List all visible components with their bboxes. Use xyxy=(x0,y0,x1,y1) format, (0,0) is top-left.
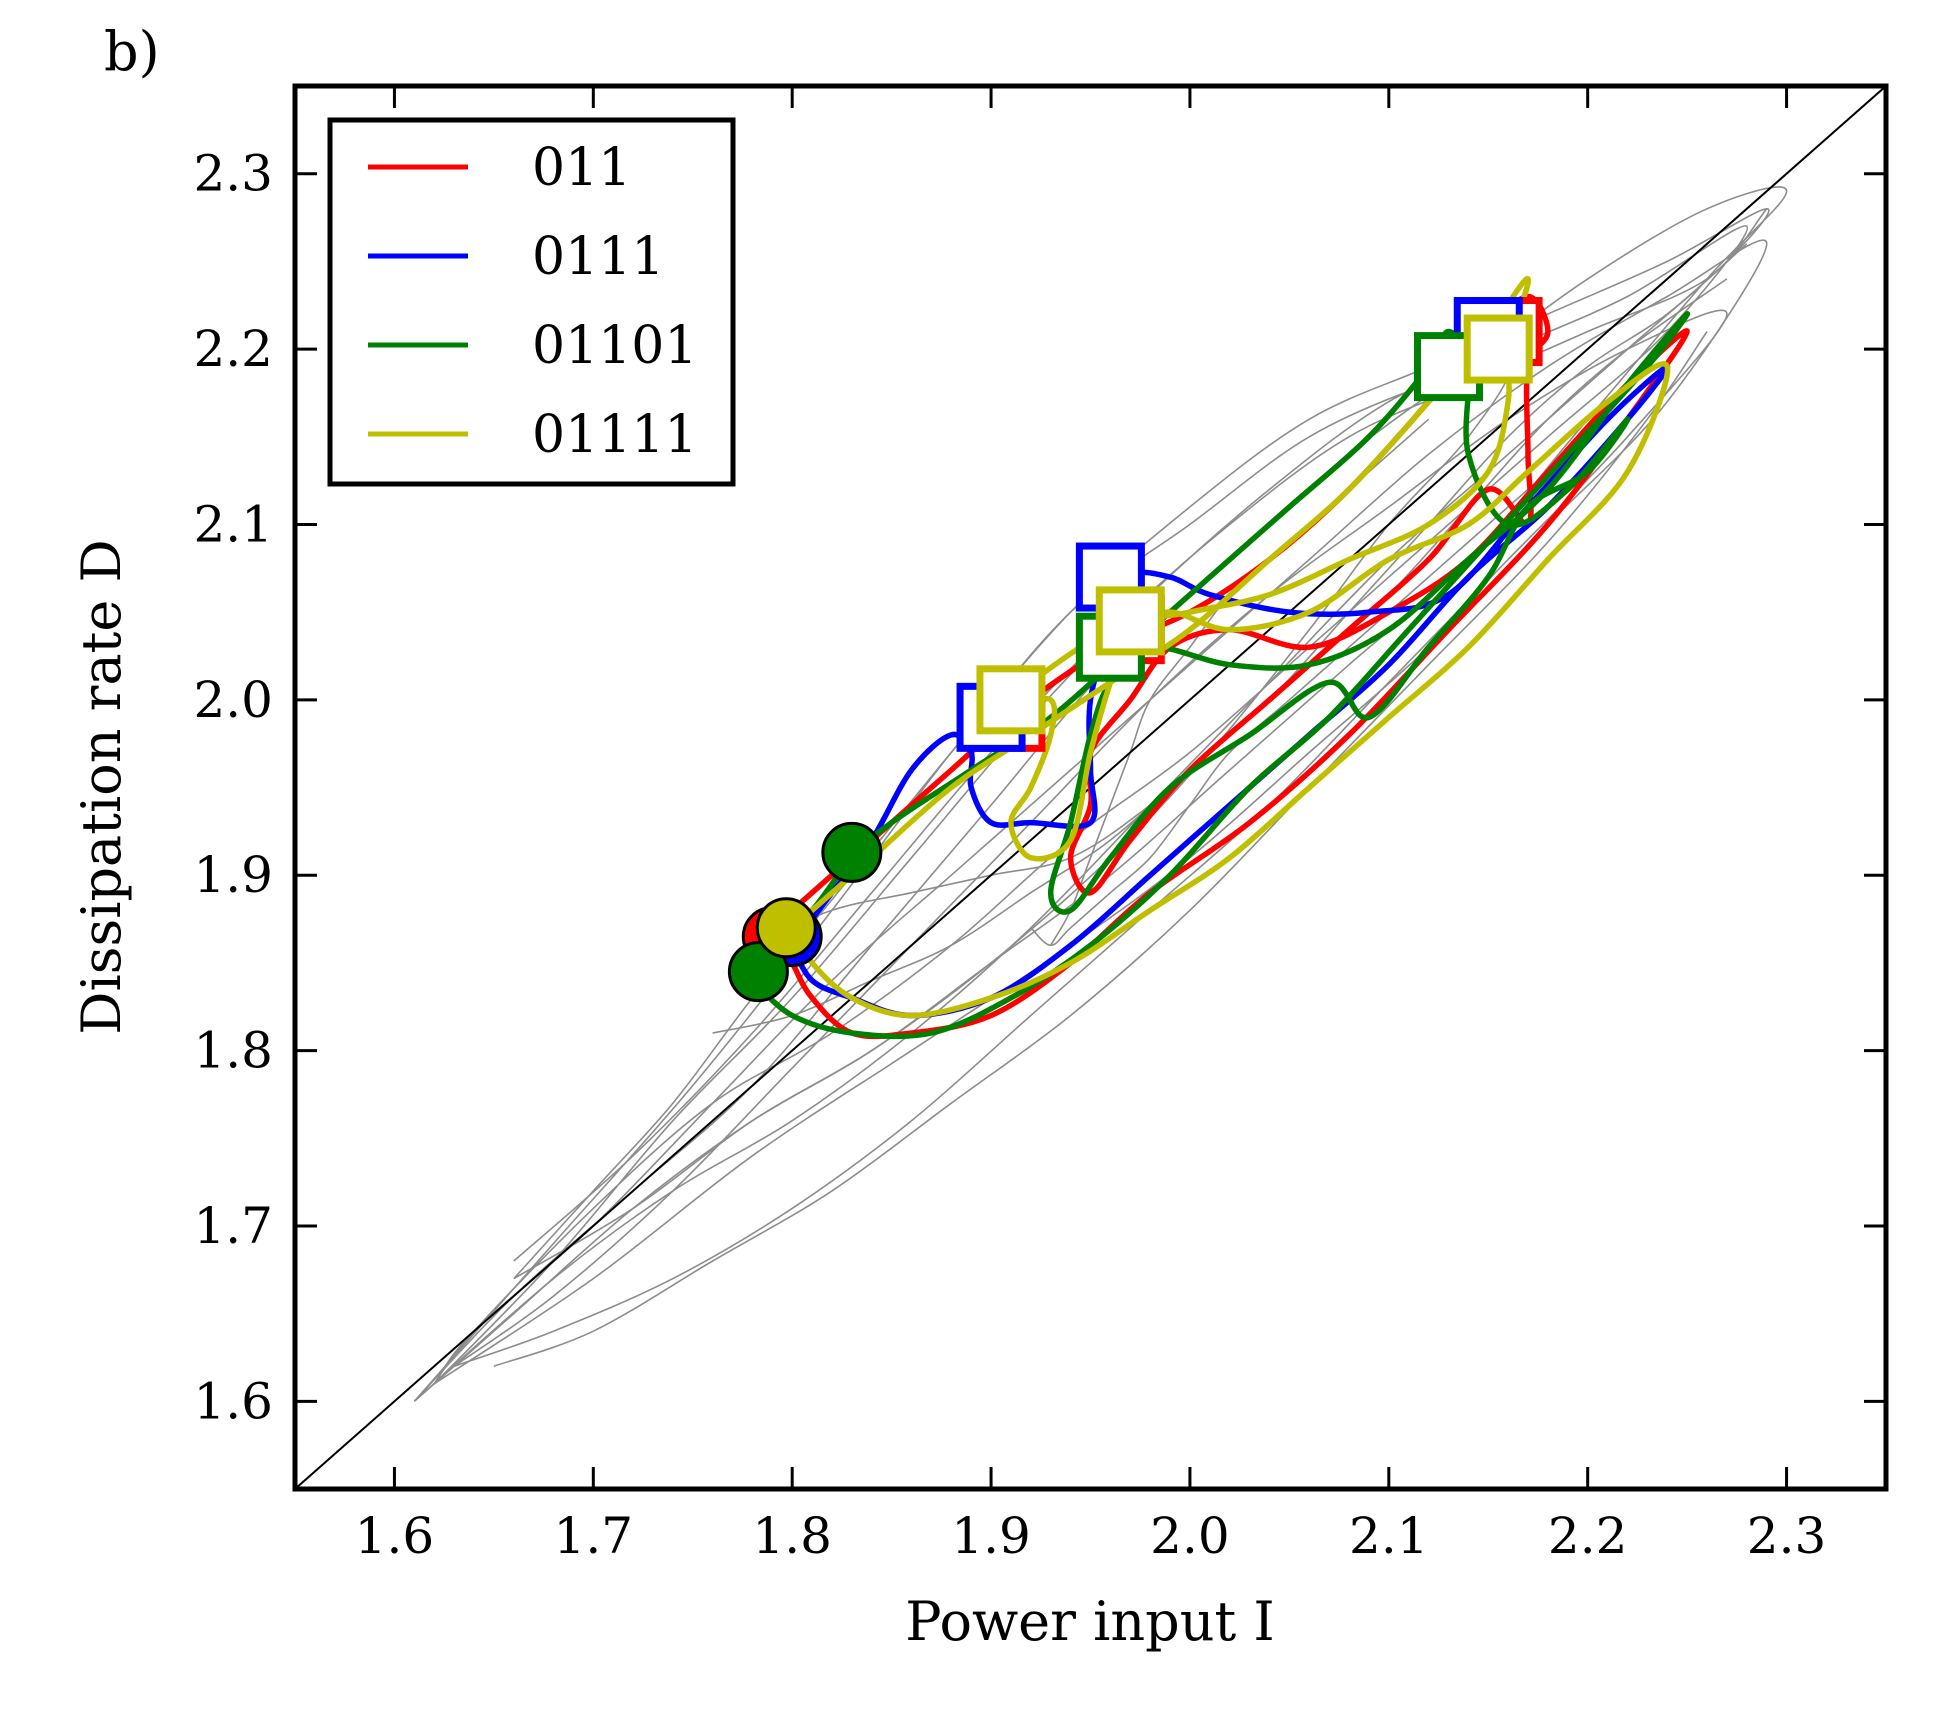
x-axis-title: Power input I xyxy=(905,1590,1274,1653)
background-trajectory-5 xyxy=(453,309,1728,1367)
y-tick-label-1.8: 1.8 xyxy=(193,1022,273,1080)
circle-marker-01101-2 xyxy=(821,821,883,883)
y-tick-label-2.1: 2.1 xyxy=(193,495,273,553)
legend-label-011: 011 xyxy=(532,138,631,198)
axis-ticks: 1.6 1.7 1.8 1.9 2.0 2.1 2.2 2.3 1.6 1.7 1.8 1.9 2.0 2… xyxy=(193,86,1886,1565)
legend: 011 0111 01101 01111 xyxy=(327,117,736,487)
x-tick-label-1.7: 1.7 xyxy=(554,1507,634,1565)
square-marker-01111-1 xyxy=(976,665,1046,735)
square-marker-01111-2 xyxy=(1095,586,1165,656)
y-tick-label-2.2: 2.2 xyxy=(193,320,273,378)
background-trajectory-4 xyxy=(433,239,1768,1385)
legend-label-01111: 01111 xyxy=(532,405,697,465)
marker-layer xyxy=(727,297,1543,1003)
square-marker-01111-3 xyxy=(1463,314,1533,384)
y-tick-label-2.3: 2.3 xyxy=(193,145,273,203)
series-line-0111 xyxy=(789,363,1671,1019)
series-line-01111 xyxy=(789,276,1671,1019)
y-axis-title: Dissipation rate D xyxy=(70,539,133,1035)
background-trajectory-11 xyxy=(493,331,1708,1367)
y-tick-label-2.0: 2.0 xyxy=(193,671,273,729)
y-tick-label-1.7: 1.7 xyxy=(193,1197,273,1255)
y-tick-label-1.9: 1.9 xyxy=(193,846,273,904)
circle-marker-01101-1 xyxy=(727,941,789,1003)
series-layer xyxy=(749,276,1691,1040)
plot-frame xyxy=(292,83,1889,1492)
panel-label: b) xyxy=(104,20,160,83)
x-tick-label-2.1: 2.1 xyxy=(1349,1507,1429,1565)
x-tick-label-2.0: 2.0 xyxy=(1150,1507,1230,1565)
y-tick-label-1.6: 1.6 xyxy=(193,1372,273,1430)
x-tick-label-1.9: 1.9 xyxy=(951,1507,1031,1565)
legend-box xyxy=(327,117,736,487)
x-tick-label-1.8: 1.8 xyxy=(752,1507,832,1565)
circle-marker-01111-1 xyxy=(755,897,817,959)
x-tick-label-2.3: 2.3 xyxy=(1747,1507,1827,1565)
series-line-01101 xyxy=(749,311,1691,1040)
legend-label-01101: 01101 xyxy=(532,316,697,376)
legend-label-0111: 0111 xyxy=(532,227,664,287)
x-tick-label-1.6: 1.6 xyxy=(355,1507,435,1565)
x-tick-label-2.2: 2.2 xyxy=(1548,1507,1628,1565)
